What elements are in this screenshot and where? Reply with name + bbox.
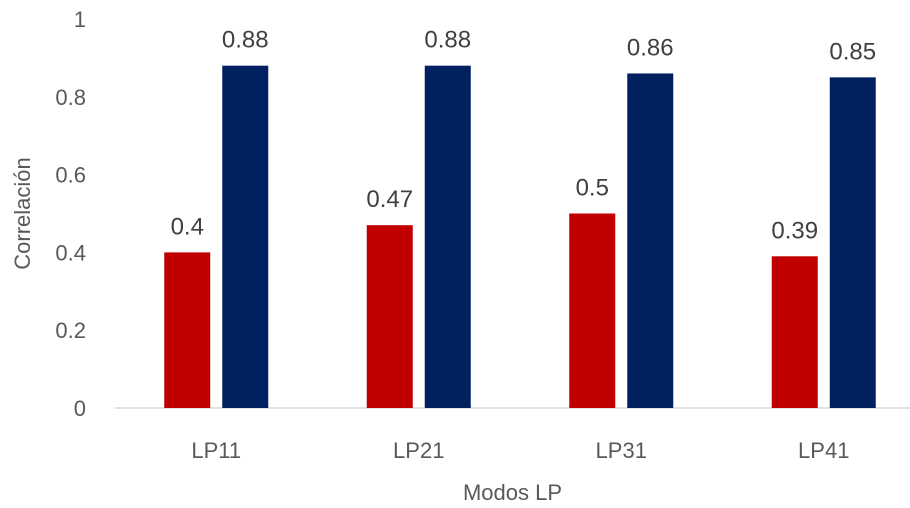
y-axis-title: Correlación bbox=[10, 157, 35, 270]
y-tick-label: 0.2 bbox=[55, 318, 86, 343]
y-tick-label: 0.8 bbox=[55, 85, 86, 110]
bar bbox=[771, 256, 818, 408]
data-label: 0.85 bbox=[829, 38, 876, 65]
y-tick-label: 0.4 bbox=[55, 240, 86, 265]
data-label: 0.88 bbox=[424, 27, 471, 54]
bar bbox=[366, 225, 413, 408]
bar bbox=[829, 77, 876, 408]
y-tick-label: 1 bbox=[74, 7, 86, 32]
x-tick-label: LP41 bbox=[798, 438, 849, 463]
bar bbox=[164, 252, 211, 408]
x-tick-label: LP31 bbox=[596, 438, 647, 463]
bar bbox=[569, 213, 616, 408]
y-tick-label: 0.6 bbox=[55, 163, 86, 188]
bar bbox=[424, 65, 471, 409]
x-axis-title: Modos LP bbox=[463, 480, 562, 505]
y-tick-label: 0 bbox=[74, 396, 86, 421]
bars bbox=[164, 65, 876, 409]
data-label: 0.5 bbox=[576, 175, 609, 202]
data-label: 0.39 bbox=[771, 217, 818, 244]
bar bbox=[627, 73, 674, 409]
data-label: 0.86 bbox=[627, 34, 674, 61]
x-tick-label: LP11 bbox=[191, 438, 241, 463]
bar bbox=[222, 65, 269, 409]
x-tick-label: LP21 bbox=[393, 438, 444, 463]
x-axis-ticks: LP11 LP21 LP31 LP41 bbox=[191, 438, 849, 463]
data-labels: 0.4 0.88 0.47 0.88 0.5 0.86 0.39 0.85 bbox=[171, 27, 877, 245]
y-axis-ticks: 0 0.2 0.4 0.6 0.8 1 bbox=[55, 7, 86, 421]
data-label: 0.4 bbox=[171, 213, 204, 240]
data-label: 0.88 bbox=[222, 27, 269, 54]
data-label: 0.47 bbox=[366, 186, 413, 213]
